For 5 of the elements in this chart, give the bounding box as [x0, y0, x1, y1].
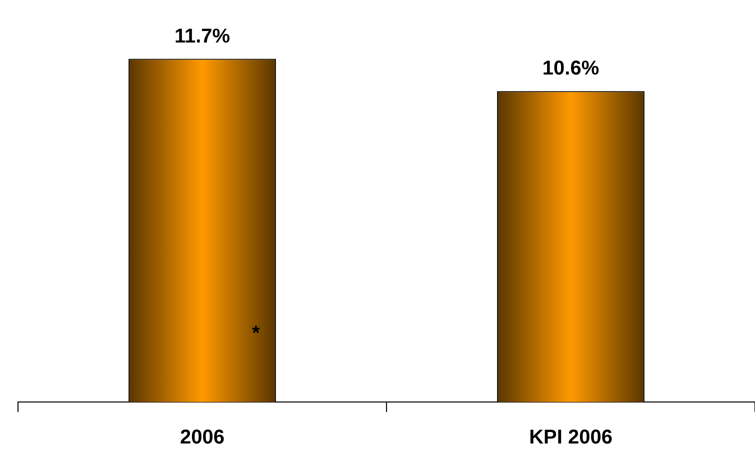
data-label: 10.6% [542, 58, 600, 80]
data-label: 11.7% [174, 25, 230, 48]
x-tick-label: KPI 2006 [529, 426, 612, 449]
annotation: * [252, 322, 260, 345]
x-tick-label: 2006 [180, 426, 224, 449]
